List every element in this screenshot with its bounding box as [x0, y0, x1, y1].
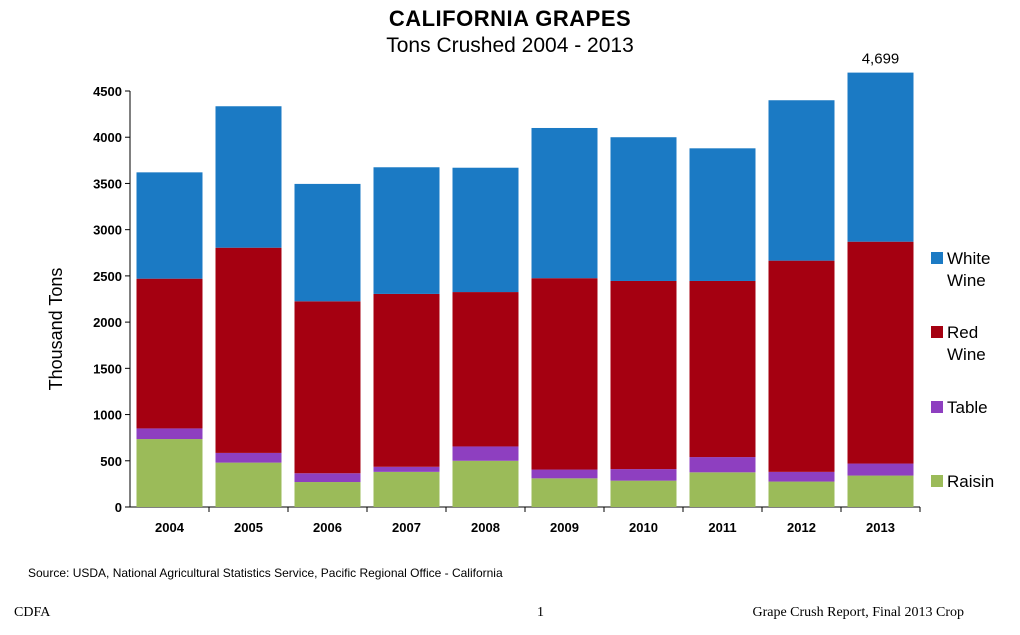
x-tick-label: 2007	[392, 520, 421, 535]
bar-segment-red-wine	[531, 278, 598, 470]
bar-segment-raisin	[452, 460, 519, 507]
footer-page-number: 1	[537, 605, 544, 620]
bar-segment-white-wine	[136, 172, 203, 279]
bar-segment-raisin	[610, 480, 677, 507]
footer-right: Grape Crush Report, Final 2013 Crop	[752, 605, 964, 620]
y-tick-label: 3500	[93, 176, 122, 191]
y-axis-title: Thousand Tons	[46, 268, 66, 391]
bar-segment-raisin	[294, 482, 361, 507]
legend-swatch-raisin	[931, 475, 943, 487]
bar-segment-white-wine	[373, 167, 440, 294]
y-tick-label: 4000	[93, 130, 122, 145]
bar-segment-red-wine	[215, 247, 282, 453]
x-tick-label: 2009	[550, 520, 579, 535]
x-tick-label: 2005	[234, 520, 263, 535]
footer-left: CDFA	[14, 605, 51, 620]
x-tick-label: 2006	[313, 520, 342, 535]
bar-segment-white-wine	[689, 148, 756, 281]
bar-segment-red-wine	[847, 241, 914, 464]
y-tick-label: 4500	[93, 84, 122, 99]
legend-label-white-wine: White Wine	[947, 249, 990, 290]
bar-segment-table	[610, 469, 677, 481]
bar-segment-table	[531, 469, 598, 479]
x-tick-label: 2012	[787, 520, 816, 535]
bar-segment-raisin	[847, 475, 914, 507]
y-tick-label: 500	[100, 454, 122, 469]
bar-segment-white-wine	[215, 106, 282, 248]
y-tick-label: 2500	[93, 269, 122, 284]
legend-label-raisin: Raisin	[947, 472, 994, 491]
x-tick-label: 2011	[708, 520, 736, 535]
bar-segment-white-wine	[768, 100, 835, 261]
bar-segment-red-wine	[768, 260, 835, 472]
bar-segment-raisin	[215, 462, 282, 507]
bar-total-annotation: 4,699	[862, 51, 900, 68]
bar-segment-table	[689, 457, 756, 473]
bar-segment-table	[847, 463, 914, 476]
bar-segment-red-wine	[610, 280, 677, 470]
legend-label-table: Table	[947, 398, 988, 417]
bar-segment-red-wine	[689, 280, 756, 458]
bar-segment-raisin	[689, 472, 756, 507]
bar-segment-white-wine	[294, 183, 361, 302]
bar-segment-raisin	[768, 481, 835, 507]
x-tick-label: 2008	[471, 520, 500, 535]
stacked-bar-chart: 0 500 1000 1500 2000 2500 3000 3500 4000 4500 Thou…	[46, 51, 994, 535]
bar-segment-white-wine	[610, 137, 677, 281]
bar-segment-raisin	[373, 471, 440, 507]
bar-segment-white-wine	[847, 72, 914, 242]
x-tick-label: 2010	[629, 520, 658, 535]
bar-segment-raisin	[531, 478, 598, 507]
bar-segment-red-wine	[373, 293, 440, 467]
legend-swatch-white-wine	[931, 252, 943, 264]
legend-swatch-table	[931, 401, 943, 413]
chart-title: CALIFORNIA GRAPES	[388, 6, 632, 31]
chart-subtitle: Tons Crushed 2004 - 2013	[386, 34, 634, 57]
legend-swatch-red-wine	[931, 326, 943, 338]
bar-segment-table	[136, 428, 203, 440]
bar-segment-red-wine	[452, 292, 519, 447]
bar-segment-white-wine	[531, 127, 598, 279]
y-tick-label: 1000	[93, 408, 122, 423]
bar-segment-table	[294, 473, 361, 483]
bar-segment-red-wine	[294, 301, 361, 474]
bar-segment-raisin	[136, 439, 203, 507]
y-tick-label: 3000	[93, 223, 122, 238]
bar-segment-table	[452, 446, 519, 461]
x-tick-label: 2004	[155, 520, 185, 535]
bar-segment-table	[373, 466, 440, 472]
legend-label-red-wine: Red Wine	[947, 323, 986, 364]
bar-segment-table	[768, 471, 835, 482]
bar-segment-red-wine	[136, 278, 203, 429]
x-tick-label: 2013	[866, 520, 895, 535]
y-tick-label: 1500	[93, 361, 122, 376]
y-tick-label: 0	[115, 500, 122, 515]
bar-segment-white-wine	[452, 167, 519, 293]
source-note: Source: USDA, National Agricultural Stat…	[28, 566, 503, 580]
bar-segment-table	[215, 452, 282, 463]
y-tick-label: 2000	[93, 315, 122, 330]
